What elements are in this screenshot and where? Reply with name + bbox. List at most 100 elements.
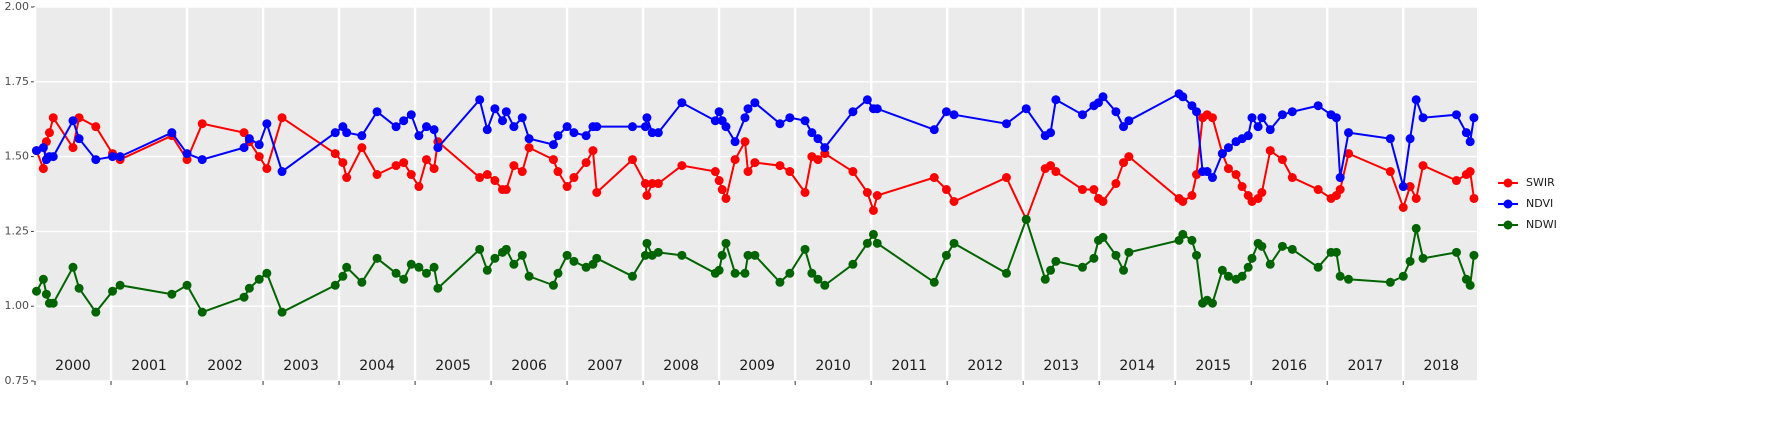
data-point [569, 173, 579, 183]
data-point [1051, 256, 1061, 266]
data-point [1001, 173, 1011, 183]
data-point [721, 193, 731, 203]
data-point [115, 280, 125, 290]
data-point [1287, 244, 1297, 254]
data-point [421, 155, 431, 165]
data-point [1119, 265, 1129, 275]
data-point [730, 268, 740, 278]
data-point [872, 104, 882, 114]
data-point [717, 185, 727, 195]
data-point [941, 250, 951, 260]
data-point [1217, 265, 1227, 275]
data-point [254, 274, 264, 284]
data-point [1124, 116, 1134, 126]
data-point [48, 298, 58, 308]
data-point [38, 274, 48, 284]
legend-marker [1503, 199, 1513, 209]
data-point [1265, 125, 1275, 135]
data-point [68, 116, 78, 126]
data-point [714, 107, 724, 117]
data-point [1192, 107, 1202, 117]
data-point [1265, 259, 1275, 269]
data-point [775, 277, 785, 287]
data-point [1237, 182, 1247, 192]
data-point [1344, 274, 1354, 284]
data-point [581, 262, 591, 272]
data-point [74, 134, 84, 144]
data-point [721, 238, 731, 248]
data-point [244, 283, 254, 293]
data-point [1385, 167, 1395, 177]
data-point [429, 262, 439, 272]
data-point [730, 155, 740, 165]
data-point [330, 280, 340, 290]
legend-label: NDVI [1526, 197, 1553, 210]
data-point [1178, 229, 1188, 239]
data-point [1411, 193, 1421, 203]
data-point [1469, 250, 1479, 260]
data-point [48, 113, 58, 123]
data-point [569, 128, 579, 138]
data-point [553, 268, 563, 278]
x-tick-label: 2003 [283, 358, 319, 374]
data-point [1243, 262, 1253, 272]
data-point [482, 265, 492, 275]
data-point [1385, 134, 1395, 144]
data-point [1111, 179, 1121, 189]
data-point [91, 122, 101, 132]
data-point [372, 107, 382, 117]
data-point [330, 149, 340, 159]
data-point [1207, 113, 1217, 123]
data-point [1207, 173, 1217, 183]
data-point [775, 161, 785, 171]
data-point [1385, 277, 1395, 287]
data-point [592, 253, 602, 263]
data-point [1247, 253, 1257, 263]
data-point [868, 205, 878, 215]
data-point [740, 113, 750, 123]
data-point [475, 95, 485, 105]
data-point [714, 176, 724, 186]
data-point [1077, 262, 1087, 272]
data-point [813, 274, 823, 284]
data-point [1247, 113, 1257, 123]
data-point [244, 134, 254, 144]
data-point [1178, 196, 1188, 206]
data-point [1021, 214, 1031, 224]
data-point [1187, 190, 1197, 200]
data-point [730, 137, 740, 147]
data-point [391, 161, 401, 171]
data-point [1051, 167, 1061, 177]
data-point [41, 289, 51, 299]
data-point [433, 283, 443, 293]
data-point [800, 116, 810, 126]
data-point [1223, 271, 1233, 281]
data-point [785, 113, 795, 123]
data-point [941, 185, 951, 195]
data-point [1098, 196, 1108, 206]
data-point [862, 238, 872, 248]
data-point [743, 250, 753, 260]
data-point [501, 185, 511, 195]
data-point [1001, 119, 1011, 129]
data-point [785, 167, 795, 177]
data-point [32, 286, 42, 296]
data-point [391, 268, 401, 278]
data-point [872, 190, 882, 200]
data-point [262, 119, 272, 129]
data-point [509, 122, 519, 132]
data-point [1257, 113, 1267, 123]
data-point [562, 250, 572, 260]
data-point [872, 238, 882, 248]
data-point [1335, 271, 1345, 281]
data-point [627, 122, 637, 132]
data-point [949, 196, 959, 206]
x-tick-label: 2017 [1347, 358, 1383, 374]
data-point [517, 167, 527, 177]
data-point [1119, 122, 1129, 132]
data-point [342, 262, 352, 272]
data-point [1465, 280, 1475, 290]
x-tick-label: 2001 [131, 358, 167, 374]
data-point [642, 190, 652, 200]
data-point [167, 128, 177, 138]
